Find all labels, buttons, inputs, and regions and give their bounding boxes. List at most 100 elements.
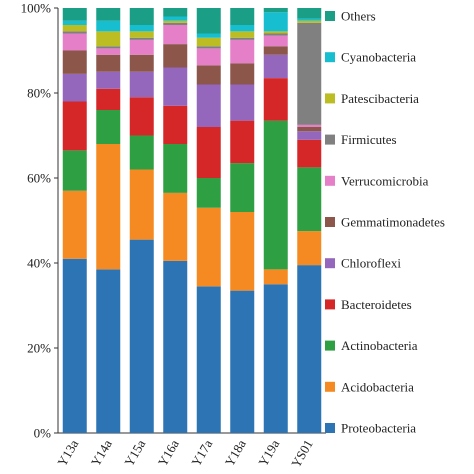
bar-segment-verrucomicrobia-y14a: [96, 48, 121, 55]
bar-segment-proteobacteria-y16a: [163, 260, 188, 433]
bar-segment-actinobacteria-ys01: [297, 167, 322, 232]
bar-segment-verrucomicrobia-ys01: [297, 124, 322, 127]
bar-segment-chloroflexi-ys01: [297, 131, 322, 140]
bar-segment-chloroflexi-y19a: [263, 54, 288, 79]
bar-segment-others-y15a: [129, 8, 154, 25]
bar-segment-firmicutes-ys01: [297, 22, 322, 125]
bar-segment-firmicutes-y15a: [129, 37, 154, 40]
bar-segment-actinobacteria-y14a: [96, 110, 121, 144]
bar-segment-others-y19a: [263, 8, 288, 13]
bar-segment-patescibacteria-y15a: [129, 31, 154, 38]
bar-segment-cyanobacteria-y18a: [230, 25, 255, 32]
bar-segment-proteobacteria-ys01: [297, 265, 322, 433]
bar-segment-gemmatimonadetes-y17a: [196, 65, 221, 85]
legend-label: Others: [341, 9, 376, 24]
legend-swatch: [325, 340, 335, 351]
legend-swatch: [325, 299, 335, 310]
bar-segment-acidobacteria-y18a: [230, 212, 255, 291]
legend-swatch: [325, 258, 335, 269]
bars-group: [62, 8, 322, 433]
legend-label: Gemmatimonadetes: [341, 215, 445, 230]
bar-segment-chloroflexi-y14a: [96, 71, 121, 89]
bar-segment-others-y17a: [196, 8, 221, 34]
y-tick-label: 80%: [27, 86, 51, 101]
bar-segment-acidobacteria-y17a: [196, 207, 221, 287]
legend-label: Acidobacteria: [341, 379, 414, 394]
bar-segment-gemmatimonadetes-y15a: [129, 54, 154, 72]
bar-segment-bacteroidetes-y14a: [96, 88, 121, 110]
legend-label: Chloroflexi: [341, 256, 401, 271]
bar-segment-gemmatimonadetes-y14a: [96, 54, 121, 72]
bar-segment-firmicutes-y13a: [62, 31, 87, 34]
bar-segment-patescibacteria-ys01: [297, 20, 322, 23]
bar-segment-cyanobacteria-y16a: [163, 16, 188, 21]
bar-segment-proteobacteria-y18a: [230, 290, 255, 433]
bar-segment-actinobacteria-y17a: [196, 178, 221, 208]
bar-segment-verrucomicrobia-y15a: [129, 39, 154, 55]
bar-segment-bacteroidetes-y18a: [230, 120, 255, 164]
bar-segment-proteobacteria-y14a: [96, 269, 121, 433]
bar-segment-bacteroidetes-y19a: [263, 78, 288, 121]
bar-segment-patescibacteria-y16a: [163, 20, 188, 23]
x-category-label: Y16a: [155, 437, 182, 469]
bar-segment-others-y14a: [96, 8, 121, 21]
x-category-label: YS01: [288, 437, 316, 470]
bar-segment-cyanobacteria-y19a: [263, 12, 288, 32]
legend-label: Actinobacteria: [341, 338, 418, 353]
bar-segment-firmicutes-y18a: [230, 37, 255, 40]
bar-segment-chloroflexi-y13a: [62, 73, 87, 102]
bar-segment-acidobacteria-y15a: [129, 169, 154, 240]
x-category-label: Y13a: [54, 437, 81, 469]
bar-segment-cyanobacteria-y13a: [62, 20, 87, 25]
bar-segment-patescibacteria-y14a: [96, 31, 121, 47]
bar-segment-cyanobacteria-ys01: [297, 18, 322, 21]
bar-segment-cyanobacteria-y14a: [96, 20, 121, 32]
bar-segment-acidobacteria-y13a: [62, 190, 87, 259]
bar-segment-firmicutes-y17a: [196, 46, 221, 49]
bar-segment-gemmatimonadetes-y18a: [230, 63, 255, 85]
bar-segment-others-y18a: [230, 8, 255, 25]
legend-label: Verrucomicrobia: [341, 173, 429, 188]
bar-segment-cyanobacteria-y15a: [129, 25, 154, 32]
bar-segment-verrucomicrobia-y13a: [62, 33, 87, 51]
legend-swatch: [325, 93, 335, 104]
bar-segment-cyanobacteria-y17a: [196, 33, 221, 38]
legend-swatch: [325, 11, 335, 21]
bar-segment-acidobacteria-y19a: [263, 269, 288, 285]
y-tick-label: 40%: [27, 256, 51, 271]
bar-segment-chloroflexi-y16a: [163, 67, 188, 106]
bar-segment-gemmatimonadetes-y16a: [163, 44, 188, 68]
bar-segment-bacteroidetes-y17a: [196, 127, 221, 178]
legend-label: Cyanobacteria: [341, 50, 416, 65]
bar-segment-firmicutes-y19a: [263, 33, 288, 36]
bar-segment-actinobacteria-y15a: [129, 135, 154, 170]
bar-segment-others-ys01: [297, 8, 322, 19]
bar-segment-bacteroidetes-y15a: [129, 97, 154, 136]
y-tick-label: 20%: [27, 341, 51, 356]
x-category-label: Y18a: [222, 437, 249, 469]
bar-segment-chloroflexi-y15a: [129, 71, 154, 98]
legend-label: Firmicutes: [341, 132, 397, 147]
bar-segment-chloroflexi-y17a: [196, 84, 221, 127]
bar-segment-proteobacteria-y19a: [263, 284, 288, 433]
bar-segment-verrucomicrobia-y19a: [263, 35, 288, 47]
bar-segment-others-y16a: [163, 8, 188, 17]
legend-swatch: [325, 381, 335, 392]
bar-segment-actinobacteria-y19a: [263, 120, 288, 270]
bar-segment-proteobacteria-y13a: [62, 258, 87, 433]
bar-segment-proteobacteria-y17a: [196, 286, 221, 433]
bar-segment-patescibacteria-y17a: [196, 37, 221, 47]
bar-segment-gemmatimonadetes-y13a: [62, 50, 87, 74]
bar-segment-others-y13a: [62, 8, 87, 21]
legend-label: Proteobacteria: [341, 421, 416, 436]
x-category-label: Y15a: [121, 437, 148, 469]
legend-swatch: [325, 134, 335, 145]
x-category-label: Y19a: [255, 437, 282, 469]
bar-segment-verrucomicrobia-y17a: [196, 48, 221, 66]
y-tick-label: 0%: [34, 426, 52, 441]
bar-segment-acidobacteria-ys01: [297, 231, 322, 266]
legend-swatch: [325, 423, 335, 433]
x-axis-labels: Y13a Y14a Y15a Y16a Y17a Y18a Y19a YS01: [54, 437, 316, 470]
x-category-label: Y17a: [188, 437, 215, 469]
